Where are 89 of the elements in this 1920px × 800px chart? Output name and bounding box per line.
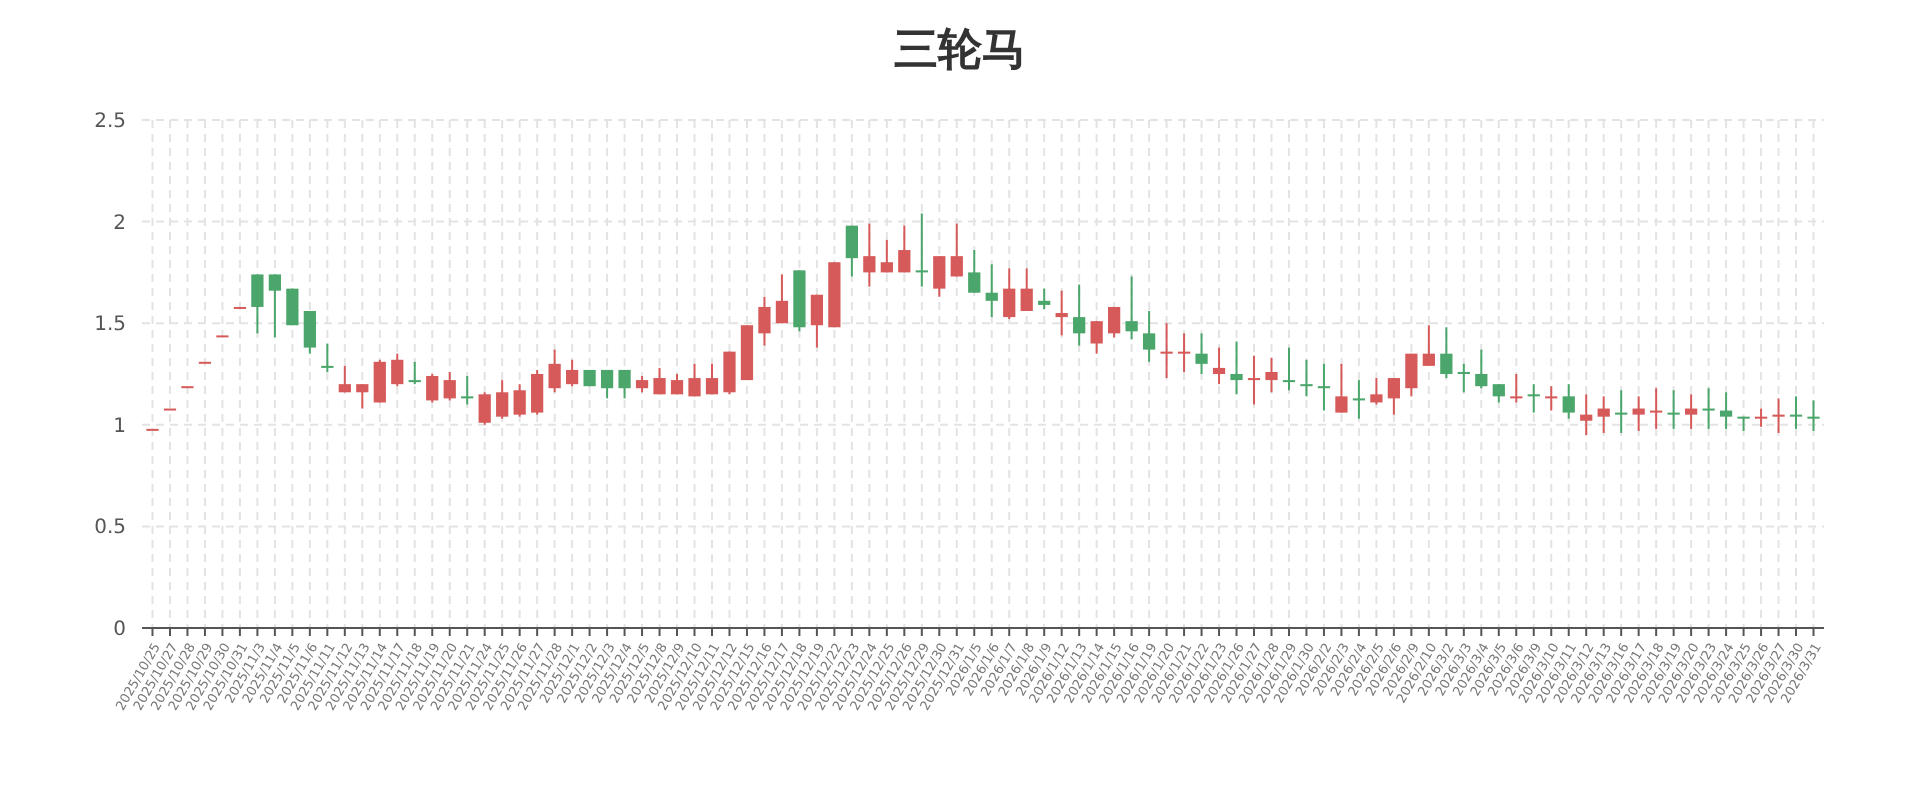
candlestick	[1212, 346, 1226, 386]
candlestick	[758, 295, 771, 347]
candlestick	[1510, 373, 1523, 404]
candlestick	[268, 273, 281, 339]
candlestick	[251, 273, 264, 335]
candlestick	[496, 379, 509, 420]
candlestick	[566, 358, 579, 388]
y-tick-label: 0.5	[94, 517, 126, 540]
candlestick	[1754, 407, 1768, 428]
candlestick	[531, 368, 544, 416]
candlestick	[1527, 383, 1540, 414]
candlestick	[1405, 352, 1418, 398]
candlestick	[1177, 332, 1191, 373]
candlestick	[1370, 377, 1383, 406]
candlestick	[478, 391, 491, 426]
candlestick	[1125, 275, 1138, 341]
candlestick	[1632, 395, 1645, 432]
candlestick	[1055, 289, 1068, 337]
candlestick	[1160, 322, 1173, 380]
candlestick	[1650, 387, 1663, 430]
candlestick	[1352, 379, 1366, 420]
candlestick	[321, 342, 334, 373]
candlestick	[356, 383, 369, 410]
candlestick	[338, 364, 351, 394]
chart-title: 三轮马	[894, 26, 1026, 76]
candlestick	[1090, 320, 1103, 355]
candlestick	[1772, 397, 1785, 434]
candlestick	[1020, 267, 1033, 313]
candlestick	[1685, 393, 1698, 430]
candlestick	[1300, 358, 1313, 398]
candlestick	[688, 362, 701, 398]
candlestick	[1475, 348, 1488, 390]
candlestick	[1282, 346, 1296, 392]
candlestick	[1335, 362, 1348, 414]
candlestick	[1073, 283, 1086, 347]
y-tick-label: 2	[113, 212, 126, 235]
candlestick	[1597, 395, 1610, 434]
candlestick	[1492, 383, 1505, 404]
candlestick	[915, 212, 928, 288]
candlestick	[1562, 383, 1575, 420]
candlestick	[600, 368, 614, 400]
candlestick	[880, 238, 893, 274]
candlestick	[1702, 387, 1715, 430]
candlestick	[933, 255, 946, 298]
candlestick	[1108, 305, 1121, 339]
candlestick	[391, 352, 404, 388]
candlestick	[723, 350, 736, 396]
candlestick	[1265, 356, 1278, 394]
candlestick	[1807, 399, 1820, 432]
candlestick	[1230, 340, 1243, 396]
candlestick	[1195, 332, 1208, 375]
candlestick	[513, 383, 526, 418]
candlestick	[1440, 326, 1453, 380]
candlestick	[373, 358, 386, 404]
candlestick	[653, 366, 666, 396]
candlestick	[1580, 393, 1593, 436]
candlestick	[950, 222, 963, 278]
candlestick	[1003, 267, 1016, 321]
y-tick-label: 1	[113, 415, 126, 438]
candlestick	[1422, 324, 1435, 367]
candlestick	[985, 263, 998, 319]
candlestick	[426, 373, 439, 404]
candlestick	[968, 249, 981, 294]
candlestick	[1247, 354, 1261, 406]
candlestick	[1038, 287, 1051, 310]
candlestick	[618, 368, 631, 400]
candlestick	[461, 375, 474, 406]
y-tick-label: 2.5	[94, 111, 126, 133]
candlestick	[845, 224, 858, 278]
candlestick	[775, 273, 789, 325]
candlestick	[810, 293, 824, 349]
candlestick	[1457, 362, 1470, 394]
candlestick	[443, 370, 456, 402]
candlestick	[408, 360, 421, 386]
candlestick	[303, 310, 316, 355]
y-tick-label: 1.5	[94, 314, 126, 337]
candlestick	[1317, 362, 1331, 412]
candlestick	[863, 222, 876, 288]
y-tick-label: 0	[113, 619, 126, 641]
candlestick	[1387, 377, 1400, 416]
candlestick	[705, 362, 719, 396]
candlestick	[1667, 389, 1680, 430]
candlestick	[548, 348, 561, 394]
candlestick	[1789, 395, 1803, 430]
candlestick	[898, 224, 911, 274]
candlestick	[1142, 310, 1156, 363]
candlestick	[1545, 385, 1558, 412]
candlestick	[1615, 389, 1628, 434]
candlestick	[1719, 391, 1733, 430]
